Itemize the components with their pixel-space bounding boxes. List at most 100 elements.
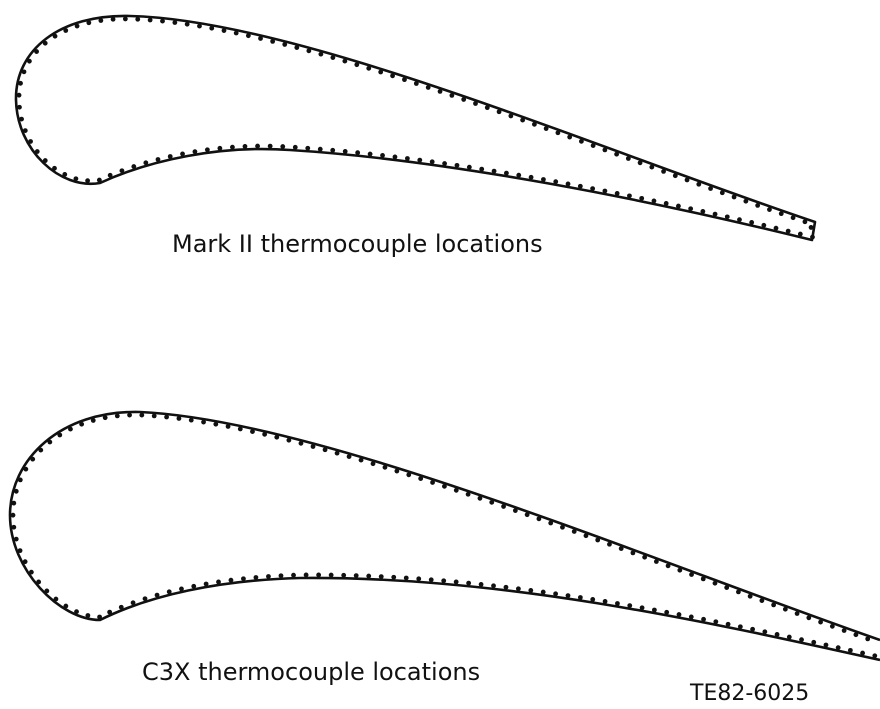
thermocouple [34, 149, 40, 154]
thermocouple [701, 616, 706, 622]
thermocouple [790, 215, 796, 221]
thermocouple [225, 424, 231, 429]
thermocouple [627, 193, 632, 199]
thermocouple [135, 16, 141, 22]
thermocouple [354, 62, 360, 68]
thermocouple [217, 145, 223, 151]
thermocouple [147, 17, 153, 23]
thermocouple [85, 613, 91, 618]
thermocouple [590, 597, 596, 602]
thermocouple [380, 153, 385, 158]
thermocouple [74, 609, 79, 615]
thermocouple [453, 487, 459, 493]
thermocouple [404, 156, 410, 161]
thermocouple [11, 500, 17, 506]
thermocouple [477, 495, 483, 501]
thermocouple [378, 69, 384, 75]
thermocouple [577, 183, 583, 189]
thermocouple [270, 38, 276, 44]
thermocouple [689, 572, 694, 577]
thermocouple [614, 190, 620, 196]
thermocouple [637, 160, 643, 166]
thermocouple [391, 574, 397, 580]
thermocouple [366, 65, 372, 71]
thermocouple [47, 439, 53, 445]
thermocouple [85, 178, 90, 184]
thermocouple [761, 222, 767, 228]
thermocouple [316, 572, 322, 578]
thermocouple [294, 45, 300, 50]
thermocouple [602, 147, 608, 153]
airfoil-outline [8, 410, 880, 662]
thermocouple [143, 160, 149, 166]
thermocouple [160, 18, 165, 24]
thermocouple [119, 168, 125, 174]
thermocouple [42, 158, 48, 163]
thermocouple [847, 647, 853, 653]
thermocouple [280, 144, 286, 149]
thermocouple [155, 157, 161, 162]
thermocouple [30, 456, 36, 462]
thermocouple [531, 121, 537, 127]
thermocouple [872, 653, 878, 659]
thermocouple [242, 144, 248, 149]
thermocouple [664, 609, 670, 615]
thermocouple [484, 105, 490, 111]
thermocouple [653, 559, 659, 564]
thermocouple [10, 512, 16, 518]
thermocouple [520, 117, 526, 123]
thermocouple [806, 615, 812, 621]
thermocouple [461, 97, 467, 102]
thermocouple [164, 414, 169, 420]
thermocouple [255, 143, 260, 149]
thermocouple [724, 214, 730, 220]
thermocouple [97, 614, 102, 620]
thermocouple [110, 16, 116, 22]
thermocouple [253, 575, 259, 580]
thermocouple [42, 40, 48, 46]
thermocouple [466, 580, 472, 586]
thermocouple [618, 546, 624, 551]
thermocouple [74, 23, 80, 29]
caption: C3X thermocouple locations [142, 658, 480, 686]
thermocouple [241, 576, 246, 582]
thermocouple [303, 572, 309, 578]
thermocouple [38, 447, 44, 453]
thermocouple [36, 579, 42, 585]
thermocouple [203, 581, 209, 587]
thermocouple [553, 179, 559, 185]
thermocouple [661, 168, 666, 174]
thermocouple [90, 418, 96, 423]
thermocouple [712, 580, 718, 586]
thermocouple [528, 587, 534, 593]
thermocouple [102, 415, 108, 421]
thermocouple [353, 573, 359, 579]
thermocouple [23, 466, 29, 472]
thermocouple [428, 577, 434, 583]
thermocouple [26, 58, 32, 64]
thermocouple [688, 206, 694, 212]
thermocouple [292, 144, 298, 150]
thermocouple [392, 154, 398, 160]
thermocouple [465, 491, 471, 497]
thermocouple [184, 21, 190, 27]
thermocouple [278, 573, 284, 579]
thermocouple [479, 166, 485, 172]
thermocouple [736, 589, 741, 595]
thermocouple [449, 92, 455, 98]
thermocouple [17, 477, 23, 483]
thermocouple [630, 550, 636, 556]
thermocouple [341, 572, 347, 578]
thermocouple [516, 172, 522, 178]
thermocouple [808, 225, 814, 230]
thermocouple [665, 563, 671, 569]
thermocouple [724, 585, 730, 590]
thermocouple [437, 88, 443, 94]
thermocouple [651, 198, 657, 204]
thermocouple [429, 159, 435, 165]
thermocouple [382, 464, 388, 470]
thermocouple [441, 578, 447, 584]
thermocouple [346, 454, 352, 459]
thermocouple [406, 472, 412, 478]
thermocouple [536, 516, 542, 522]
